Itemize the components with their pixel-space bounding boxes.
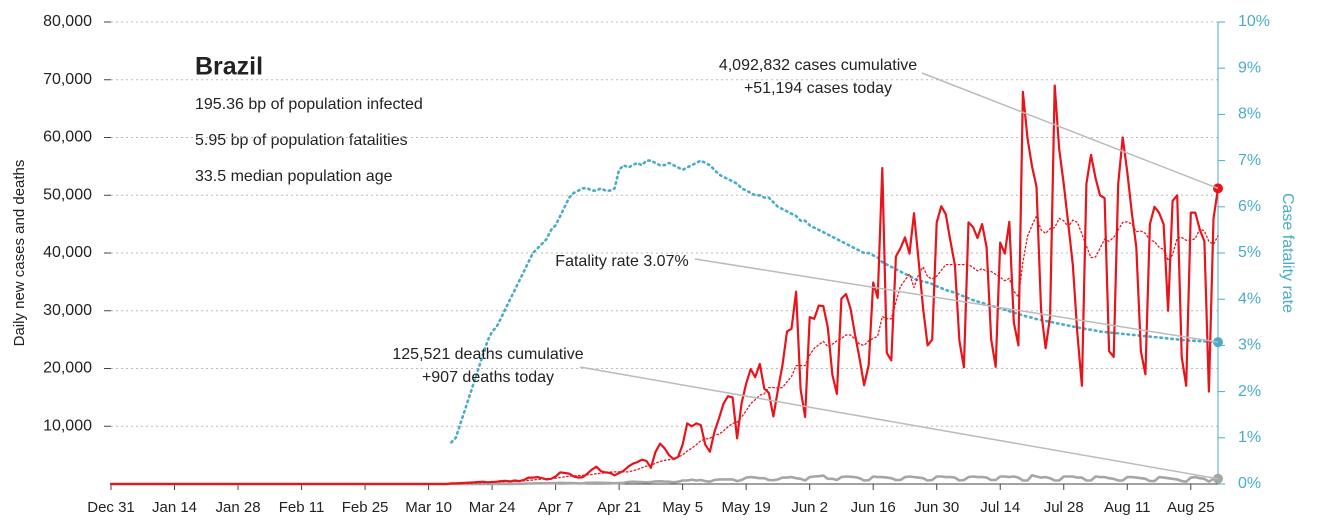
- x-tick-label: Feb 25: [342, 499, 389, 516]
- x-tick-label: May 19: [722, 499, 771, 516]
- y-tick-label: 40,000: [43, 244, 92, 261]
- info-line: 5.95 bp of population fatalities: [195, 132, 408, 149]
- y2-tick-label: 5%: [1238, 244, 1261, 261]
- y-tick-label: 70,000: [43, 71, 92, 88]
- x-tick-label: Jan 14: [152, 499, 197, 516]
- y2-tick-label: 2%: [1238, 383, 1261, 400]
- y2-tick-label: 9%: [1238, 59, 1261, 76]
- x-tick-label: Jun 16: [851, 499, 896, 516]
- y2-tick-label: 6%: [1238, 198, 1261, 215]
- y-tick-label: 20,000: [43, 360, 92, 377]
- x-tick-label: Jul 14: [980, 499, 1020, 516]
- x-tick-label: Aug 11: [1104, 499, 1150, 516]
- x-tick-label: Jun 2: [791, 499, 828, 516]
- x-tick-label: Jun 30: [914, 499, 959, 516]
- annotation: +907 deaths today: [422, 369, 554, 386]
- y-axis-title: Daily new cases and deaths: [11, 160, 28, 347]
- y-tick-label: 60,000: [43, 129, 92, 146]
- x-tick-label: Feb 11: [279, 499, 325, 516]
- x-tick-label: May 5: [662, 499, 703, 516]
- info-line: 33.5 median population age: [195, 168, 393, 185]
- y-tick-label: 10,000: [43, 417, 92, 434]
- y2-tick-label: 0%: [1238, 475, 1261, 492]
- series-line: [109, 84, 1220, 486]
- annotation: +51,194 cases today: [744, 80, 892, 97]
- x-tick-label: Dec 31: [87, 499, 135, 516]
- y2-tick-label: 7%: [1238, 152, 1261, 169]
- y-tick-label: 80,000: [43, 13, 92, 30]
- y2-tick-label: 1%: [1238, 429, 1261, 446]
- x-tick-label: Mar 10: [405, 499, 452, 516]
- x-tick-label: Jul 28: [1044, 499, 1084, 516]
- x-tick-label: Apr 7: [538, 499, 574, 516]
- series-line: [450, 159, 1220, 444]
- annotation: 125,521 deaths cumulative: [392, 346, 583, 363]
- y2-tick-label: 3%: [1238, 337, 1261, 354]
- x-tick-label: Mar 24: [469, 499, 516, 516]
- y2-tick-label: 10%: [1238, 13, 1270, 30]
- annotation: 4,092,832 cases cumulative: [719, 57, 917, 74]
- leader-line: [579, 366, 1219, 480]
- info-line: 195.36 bp of population infected: [195, 96, 423, 113]
- info-title: Brazil: [195, 53, 263, 81]
- y-tick-label: 30,000: [43, 302, 92, 319]
- y2-tick-label: 4%: [1238, 290, 1261, 307]
- y2-tick-label: 8%: [1238, 106, 1261, 123]
- y-tick-label: 50,000: [43, 186, 92, 203]
- annotation: Fatality rate 3.07%: [555, 253, 688, 270]
- x-tick-label: Jan 28: [216, 499, 261, 516]
- x-tick-label: Apr 21: [597, 499, 641, 516]
- leader-line: [694, 258, 1219, 343]
- y2-axis-title: Case fatality rate: [1279, 193, 1296, 313]
- x-tick-label: Aug 25: [1167, 499, 1215, 516]
- leader-line: [921, 72, 1219, 190]
- series-line: [109, 474, 1220, 486]
